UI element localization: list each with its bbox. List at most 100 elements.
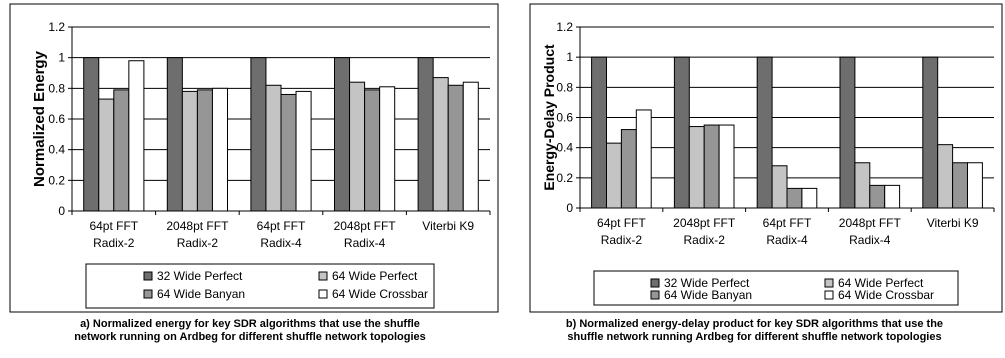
chart-panel-energy: 0 0.2 0.4 0.6 0.8 1 1.2 Normalized Energy 64pt F… [0,0,500,358]
y-tick-label: 0.4 [556,141,573,155]
legend-swatch [650,290,660,300]
category-label: Radix-2 [177,236,219,250]
category-label: 64pt FFT [597,216,646,230]
y-tick-label: 0 [58,204,65,218]
bar [591,56,607,209]
bar [688,126,705,209]
bar [605,142,622,209]
bar [280,93,297,212]
category-label: 2048pt FFT [839,216,902,230]
y-tick-label: 0.6 [48,112,65,126]
y-tick-label: 0.2 [556,171,573,185]
category-label: 64pt FFT [763,216,812,230]
category-label: Radix-2 [684,233,726,247]
y-tick-label: 1.2 [556,20,573,34]
legend-swatch [824,290,834,300]
bar [196,89,213,212]
legend-swatch [824,278,834,288]
bar [922,56,939,209]
y-tick-label: 0.8 [48,81,65,95]
category-label: Radix-4 [344,236,386,250]
bar [839,56,856,209]
bar [673,56,690,209]
category-label: Radix-2 [601,233,643,247]
bar [718,124,735,209]
bar [432,77,449,212]
bar [884,184,901,209]
bar [128,60,145,212]
y-tick-label: 0 [566,201,573,215]
y-tick-label: 1 [566,50,573,64]
chart-caption: b) Normalized energy-delay product for k… [504,318,1005,344]
bar [166,57,183,212]
category-label: Viterbi K9 [422,219,474,233]
bar [952,162,969,209]
bar [771,165,788,209]
bar [620,129,637,209]
category-label: 64pt FFT [257,219,306,233]
legend-label: 64 Wide Crossbar [838,288,934,302]
bar [417,57,434,212]
bar [756,56,773,209]
bar [786,187,803,209]
legend-label: 64 Wide Banyan [157,287,245,301]
bar [801,187,818,209]
y-tick-label: 1 [58,51,65,65]
y-axis-label: Normalized Energy [31,50,48,187]
bar [937,144,954,209]
bar [295,90,312,212]
legend-swatch [650,278,660,288]
bar [703,124,720,209]
category-label: Viterbi K9 [927,216,979,230]
bar [349,81,366,212]
caption-line: a) Normalized energy for key SDR algorit… [80,318,420,330]
category-label: Radix-2 [93,236,135,250]
y-tick-label: 0.2 [48,173,65,187]
energy-chart: 0 0.2 0.4 0.6 0.8 1 1.2 Normalized Energy 64pt F… [9,3,499,313]
bar [364,89,381,212]
legend-label: 64 Wide Banyan [664,288,752,302]
bar [98,98,115,212]
category-label: Radix-4 [849,233,891,247]
bar [462,81,479,212]
legend-box [85,263,435,309]
caption-line: b) Normalized energy-delay product for k… [565,318,944,330]
bar [967,162,983,209]
category-label: 2048pt FFT [673,216,736,230]
chart-caption: a) Normalized energy for key SDR algorit… [0,318,500,344]
legend-label: 64 Wide Perfect [332,269,418,283]
bar [869,184,886,209]
bar [181,90,198,212]
legend-label: 64 Wide Crossbar [332,287,428,301]
energy-delay-chart: 0 0.2 0.4 0.6 0.8 1 1.2 Energy-Delay Product 64p… [529,3,1003,313]
legend-label: 64 Wide Perfect [838,276,924,290]
chart-panel-energy-delay: 0 0.2 0.4 0.6 0.8 1 1.2 Energy-Delay Product 64p… [504,0,1005,358]
category-label: 2048pt FFT [166,219,229,233]
bar [447,84,464,212]
legend-label: 32 Wide Perfect [664,276,750,290]
y-axis-label: Energy-Delay Product [541,44,557,191]
y-tick-label: 0.6 [556,111,573,125]
caption-line: shuffle network running Ardbeg for diffe… [567,331,942,343]
bar [265,84,282,212]
legend-swatch [143,271,153,281]
legend-label: 32 Wide Perfect [157,269,243,283]
legend-swatch [318,289,328,299]
y-tick-label: 1.2 [48,20,65,34]
category-label: Radix-4 [766,233,808,247]
caption-line: network running on Ardbeg for different … [74,331,426,343]
bar [83,57,100,212]
bar [250,57,267,212]
y-tick-label: 0.4 [48,143,65,157]
bar [635,109,652,209]
category-label: Radix-4 [260,236,302,250]
legend-swatch [318,271,328,281]
bar [113,89,130,212]
category-label: 2048pt FFT [334,219,397,233]
y-tick-label: 0.8 [556,80,573,94]
bar [379,86,396,212]
bar [211,87,228,212]
bar [334,57,351,212]
category-label: 64pt FFT [89,219,138,233]
legend-swatch [143,289,153,299]
